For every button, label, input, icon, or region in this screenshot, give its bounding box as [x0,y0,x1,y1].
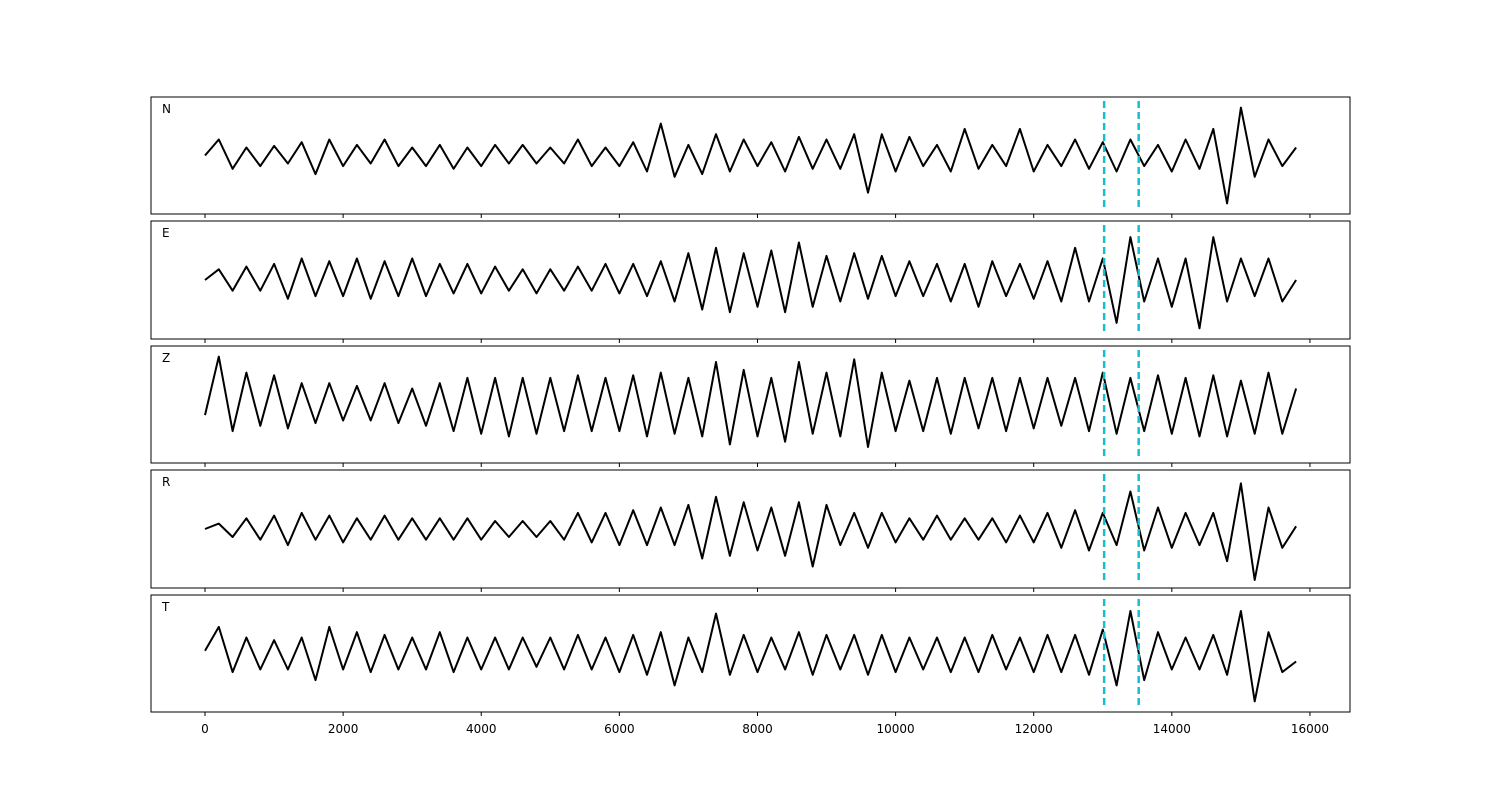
panel-label: E [162,226,170,240]
x-tick-label: 16000 [1291,722,1329,736]
x-tick-label: 4000 [466,722,497,736]
trace [204,355,1298,448]
trace [204,236,1297,330]
x-tick-label: 2000 [328,722,359,736]
panel-frame [150,594,1351,713]
trace [204,610,1297,703]
panel-label: Z [162,351,170,365]
trace [204,482,1297,581]
panel-frame [150,345,1351,464]
trace [204,106,1297,205]
x-tick-label: 14000 [1153,722,1191,736]
panel-frame [150,220,1351,340]
panel-label: T [161,600,170,614]
panel-label: N [162,102,171,116]
x-tick-label: 0 [201,722,209,736]
panel-frame [150,96,1351,215]
x-tick-label: 8000 [742,722,773,736]
x-tick-label: 10000 [876,722,914,736]
panel-label: R [162,475,170,489]
x-tick-label: 6000 [604,722,635,736]
panel-frame [150,469,1351,589]
x-tick-label: 12000 [1015,722,1053,736]
